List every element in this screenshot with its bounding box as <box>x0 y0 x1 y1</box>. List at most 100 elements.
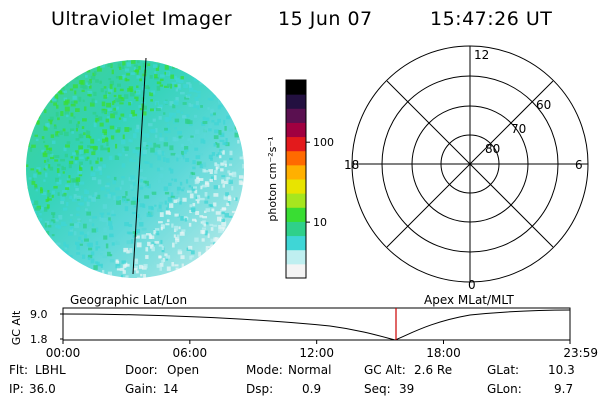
speckle-pixel <box>74 74 79 80</box>
speckle-pixel <box>118 76 123 80</box>
speckle-pixel <box>45 146 48 151</box>
speckle-pixel <box>72 95 77 100</box>
speckle-pixel <box>135 69 140 73</box>
speckle-pixel <box>83 106 87 111</box>
speckle-pixel <box>144 180 149 186</box>
speckle-pixel <box>52 258 56 262</box>
speckle-pixel <box>63 97 68 101</box>
speckle-pixel <box>61 248 65 254</box>
speckle-pixel <box>79 156 84 160</box>
speckle-pixel <box>131 211 137 215</box>
speckle-pixel <box>221 95 224 101</box>
speckle-pixel <box>87 90 93 94</box>
speckle-pixel <box>244 153 246 158</box>
speckle-pixel <box>220 274 224 278</box>
speckle-pixel <box>116 196 120 201</box>
seq-label: Seq: <box>364 382 391 396</box>
speckle-pixel <box>26 127 31 131</box>
speckle-pixel <box>136 75 141 79</box>
speckle-pixel <box>49 155 55 160</box>
speckle-pixel <box>62 166 66 171</box>
speckle-pixel <box>192 160 196 164</box>
speckle-pixel <box>203 223 207 227</box>
speckle-pixel <box>78 145 84 150</box>
speckle-pixel <box>46 158 50 162</box>
speckle-pixel <box>200 105 203 108</box>
speckle-pixel <box>198 153 203 156</box>
speckle-pixel <box>49 116 54 121</box>
speckle-pixel <box>149 214 153 218</box>
speckle-pixel <box>153 142 157 148</box>
speckle-pixel <box>53 124 57 127</box>
speckle-pixel <box>41 93 46 97</box>
speckle-pixel <box>143 263 148 269</box>
speckle-pixel <box>176 77 180 83</box>
speckle-pixel <box>184 118 189 124</box>
speckle-pixel <box>90 251 95 256</box>
speckle-pixel <box>189 123 193 126</box>
speckle-pixel <box>135 270 139 274</box>
speckle-pixel <box>72 152 77 156</box>
speckle-pixel <box>64 250 69 254</box>
speckle-pixel <box>165 71 171 76</box>
speckle-pixel <box>166 219 170 223</box>
speckle-pixel <box>44 87 50 93</box>
speckle-pixel <box>124 68 130 72</box>
speckle-pixel <box>89 218 92 222</box>
speckle-pixel <box>202 215 208 219</box>
speckle-pixel <box>103 131 107 136</box>
colorbar-swatch <box>286 249 306 265</box>
speckle-pixel <box>109 259 115 263</box>
speckle-pixel <box>203 170 209 173</box>
speckle-pixel <box>78 167 83 171</box>
speckle-pixel <box>33 217 37 220</box>
speckle-pixel <box>179 91 185 95</box>
terminator-line <box>132 58 147 275</box>
speckle-pixel <box>174 178 177 182</box>
speckle-pixel <box>101 246 105 251</box>
speckle-pixel <box>129 158 132 162</box>
speckle-pixel <box>40 261 46 267</box>
speckle-pixel <box>97 138 100 141</box>
speckle-pixel <box>95 79 99 83</box>
speckle-pixel <box>172 64 175 68</box>
speckle-pixel <box>93 265 98 270</box>
speckle-pixel <box>34 183 38 188</box>
speckle-pixel <box>159 262 164 267</box>
speckle-pixel <box>199 178 204 181</box>
speckle-pixel <box>144 195 150 199</box>
speckle-pixel <box>164 253 168 257</box>
speckle-pixel <box>222 184 225 188</box>
speckle-pixel <box>42 251 46 256</box>
speckle-pixel <box>99 157 103 162</box>
speckle-pixel <box>173 115 176 118</box>
speckle-pixel <box>233 77 236 81</box>
speckle-pixel <box>51 190 55 195</box>
speckle-pixel <box>133 113 138 117</box>
speckle-pixel <box>87 231 90 235</box>
speckle-pixel <box>192 202 196 207</box>
speckle-pixel <box>141 177 147 181</box>
speckle-pixel <box>221 175 226 178</box>
speckle-pixel <box>111 210 115 216</box>
speckle-pixel <box>194 237 199 242</box>
speckle-pixel <box>133 133 137 139</box>
speckle-pixel <box>87 260 92 264</box>
speckle-pixel <box>173 100 179 106</box>
speckle-pixel <box>231 227 235 231</box>
speckle-pixel <box>124 222 130 227</box>
speckle-pixel <box>98 276 104 278</box>
speckle-pixel <box>119 88 124 92</box>
speckle-pixel <box>154 76 159 80</box>
status-row-1: Flt: LBHL Door: Open Mode: Normal GC Alt… <box>9 363 599 379</box>
speckle-pixel <box>149 163 153 168</box>
speckle-pixel <box>203 270 208 276</box>
speckle-pixel <box>137 279 141 280</box>
speckle-pixel <box>187 120 193 125</box>
speckle-pixel <box>76 207 80 211</box>
speckle-pixel <box>84 74 88 78</box>
speckle-pixel <box>63 131 69 137</box>
speckle-pixel <box>115 98 120 102</box>
speckle-pixel <box>56 263 60 267</box>
speckle-pixel <box>163 142 169 147</box>
